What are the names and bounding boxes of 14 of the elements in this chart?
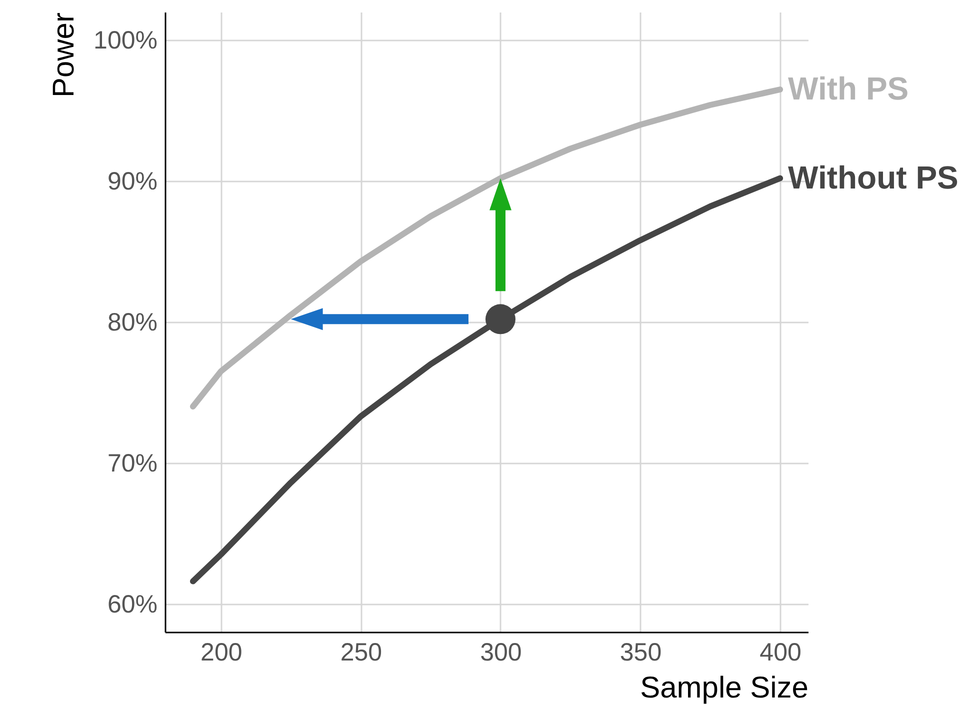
series-label: Without PS [788,159,958,196]
y-axis-title: Power [48,12,81,98]
series-label: With PS [788,70,909,106]
y-tick-label: 60% [107,590,158,618]
x-tick-label: 200 [200,638,242,666]
x-tick-label: 250 [340,638,382,666]
y-tick-label: 90% [107,168,158,196]
y-tick-label: 80% [107,308,158,336]
x-tick-label: 300 [480,638,522,666]
x-axis-title: Sample Size [640,672,808,704]
x-tick-label: 350 [620,638,662,666]
y-tick-label: 100% [94,26,158,55]
x-tick-label: 400 [760,638,802,666]
y-tick-label: 70% [107,449,158,478]
